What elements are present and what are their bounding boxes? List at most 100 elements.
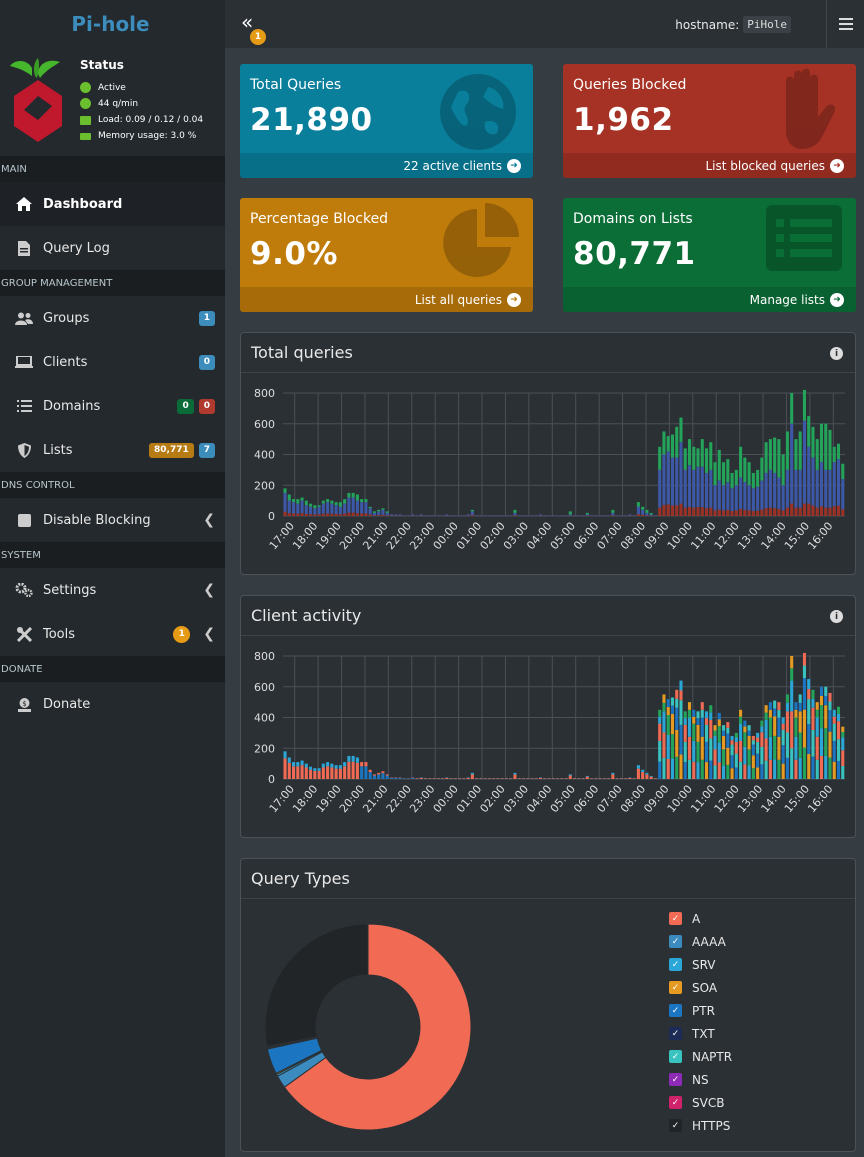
bar-client-segment [777,759,781,779]
bar-client-segment [781,723,785,730]
checkbox-icon[interactable]: ✓ [669,1073,682,1086]
bar-client-segment [470,772,474,775]
domains-deny-badge: 0 [198,398,215,414]
bar-client-segment [730,768,734,779]
x-tick-label: 17:00 [267,520,297,553]
checkbox-icon[interactable]: ✓ [669,1119,682,1132]
checkbox-icon[interactable]: ✓ [669,912,682,925]
bar-client-segment [351,761,355,779]
bar-blocked [828,507,832,516]
sidebar-item-tools[interactable]: Tools 1 ❮ [0,612,225,656]
y-tick-label: 600 [254,681,275,694]
notification-badge[interactable]: 1 [250,29,266,45]
menu-button[interactable] [826,0,864,48]
sidebar-item-lists[interactable]: Lists 80,771 7 [0,428,225,472]
sidebar-item-domains[interactable]: Domains 0 0 [0,384,225,428]
bar-forwarded [717,480,721,510]
bar-client-segment [577,778,581,779]
legend-item-naptr[interactable]: ✓ NAPTR [669,1045,732,1068]
legend-item-svcb[interactable]: ✓ SVCB [669,1091,732,1114]
sidebar-item-groups[interactable]: Groups 1 [0,296,225,340]
legend-item-ptr[interactable]: ✓ PTR [669,999,732,1022]
bar-forwarded [504,515,508,516]
bar-client-segment [794,759,798,779]
bar-blocked [658,507,662,516]
bar-blocked [343,513,347,516]
status-load: Load: 0.09 / 0.12 / 0.04 [80,115,203,125]
bar-client-segment [785,702,789,712]
bar-client-segment [726,747,730,765]
manage-lists-link[interactable]: Manage lists ➜ [563,287,856,312]
brand[interactable]: Pi-hole [0,0,225,48]
checkbox-icon[interactable]: ✓ [669,958,682,971]
checkbox-icon[interactable]: ✓ [669,1027,682,1040]
info-icon[interactable]: i [830,610,843,623]
bar-client-segment [751,744,755,756]
checkbox-icon[interactable]: ✓ [669,1050,682,1063]
sidebar-item-donate[interactable]: $ Donate [0,682,225,726]
bar-client-segment [649,775,653,777]
sidebar-item-settings[interactable]: Settings ❮ [0,568,225,612]
bar-forwarded [594,515,598,516]
legend-item-ns[interactable]: ✓ NS [669,1068,732,1091]
bar-client-segment [355,762,359,779]
bar-blocked [611,515,615,516]
checkbox-icon[interactable]: ✓ [669,1096,682,1109]
bar-forwarded [283,492,287,512]
legend-label: AAAA [692,934,726,949]
bar-client-segment [798,732,802,758]
bar-forwarded [496,515,500,516]
bar-client-segment [355,757,359,763]
legend-item-a[interactable]: ✓ A [669,907,732,930]
x-tick-label: 04:00 [524,783,554,816]
sidebar-item-clients[interactable]: Clients 0 [0,340,225,384]
active-clients-link[interactable]: 22 active clients ➜ [240,153,533,178]
bar-permitted-cached [705,448,709,473]
x-tick-label: 19:00 [314,520,344,553]
bar-permitted-cached [317,505,321,507]
bar-client-segment [773,700,777,709]
legend-item-https[interactable]: ✓ HTTPS [669,1114,732,1137]
checkbox-icon[interactable]: ✓ [669,935,682,948]
bar-permitted-cached [334,502,338,506]
bar-client-segment [658,709,662,717]
bar-client-segment [372,774,376,776]
lists-domains-badge: 80,771 [149,442,194,458]
bar-client-segment [292,762,296,767]
bar-forwarded [368,508,372,515]
legend-label: NS [692,1072,709,1087]
checkbox-icon[interactable]: ✓ [669,1004,682,1017]
legend-item-srv[interactable]: ✓ SRV [669,953,732,976]
sidebar-item-disable-blocking[interactable]: Disable Blocking ❮ [0,498,225,542]
pie-slice-https [264,923,369,1048]
bar-client-segment [824,695,828,706]
card-title: Client activity [251,606,362,625]
y-tick-label: 0 [268,510,275,523]
all-queries-link[interactable]: List all queries ➜ [240,287,533,312]
legend-item-aaaa[interactable]: ✓ AAAA [669,930,732,953]
cpu-icon [80,115,91,125]
bar-client-segment [389,777,393,779]
sidebar-item-dashboard[interactable]: Dashboard [0,182,225,226]
bar-forwarded [513,512,517,516]
bar-forwarded [568,514,572,516]
brand-title[interactable]: Pi-hole [71,12,150,36]
bar-client-segment [794,736,798,760]
bar-blocked [713,510,717,516]
legend-item-txt[interactable]: ✓ TXT [669,1022,732,1045]
bar-client-segment [670,705,674,714]
collapse-sidebar-icon[interactable]: « [241,10,254,34]
legend-item-soa[interactable]: ✓ SOA [669,976,732,999]
info-icon[interactable]: i [830,347,843,360]
bar-forwarded [300,500,304,514]
bar-client-segment [768,736,772,760]
sidebar-item-querylog[interactable]: Query Log [0,226,225,270]
bar-forwarded [287,500,291,514]
blocked-queries-link[interactable]: List blocked queries ➜ [563,153,856,178]
bar-permitted-cached [326,499,330,503]
checkbox-icon[interactable]: ✓ [669,981,682,994]
bar-permitted-cached [381,508,385,510]
bar-forwarded [419,514,423,516]
bar-client-segment [734,737,738,743]
bar-blocked [377,515,381,516]
